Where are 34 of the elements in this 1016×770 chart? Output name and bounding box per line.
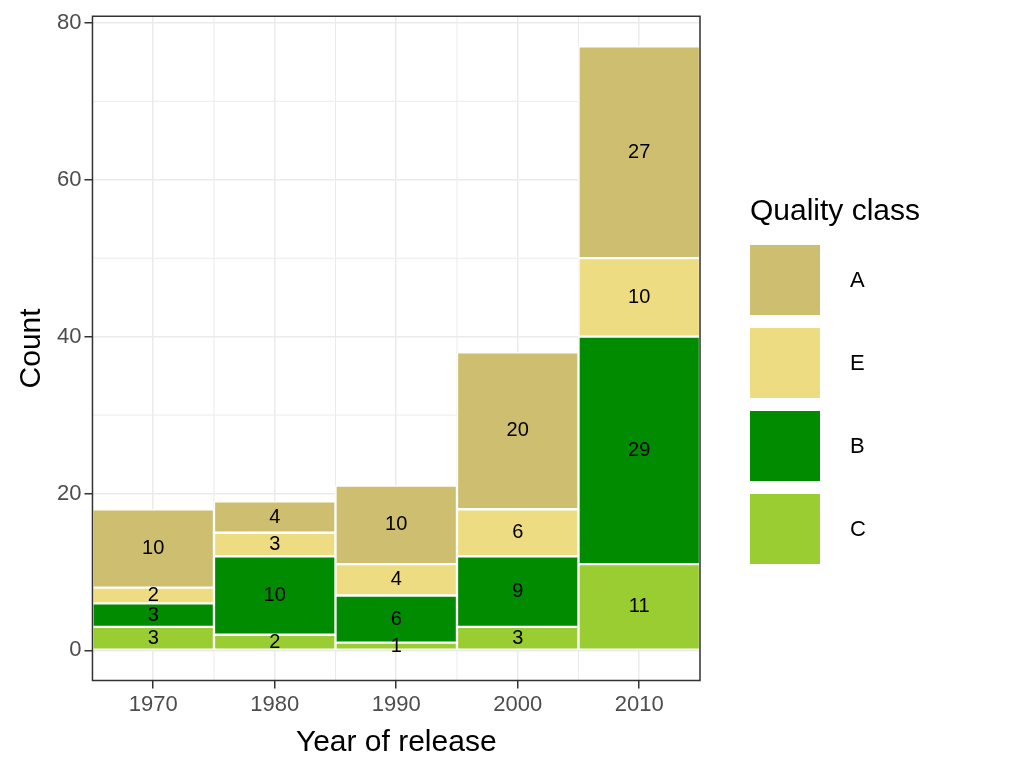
x-tick-label: 2010 [614, 690, 664, 716]
data-label: 27 [628, 139, 651, 162]
data-label: 4 [390, 567, 402, 590]
y-axis-title: Count [13, 307, 47, 389]
legend-title: Quality class [750, 193, 921, 227]
data-label: 3 [269, 532, 281, 555]
text: B [850, 433, 865, 459]
data-label: 4 [269, 504, 281, 527]
text: C [850, 516, 866, 542]
text: A [850, 267, 865, 293]
x-axis-title: Year of release [295, 724, 497, 758]
data-label: 6 [512, 520, 524, 543]
data-label: 10 [263, 583, 286, 606]
data-label: 3 [147, 625, 159, 648]
data-label: 10 [142, 535, 165, 558]
data-label: 9 [512, 579, 524, 602]
x-tick-label: 1990 [371, 690, 421, 716]
y-tick-label: 80 [56, 8, 82, 34]
data-label: 20 [506, 418, 529, 441]
data-label: 6 [390, 606, 402, 629]
data-label: 29 [628, 437, 651, 460]
data-label: 11 [628, 594, 650, 617]
x-tick-label: 1980 [250, 690, 300, 716]
data-label: 10 [628, 284, 651, 307]
text: E [850, 350, 865, 376]
y-tick-label: 20 [56, 479, 82, 505]
x-tick-label: 2000 [493, 690, 543, 716]
y-tick-label: 40 [56, 322, 82, 348]
y-tick-label: 60 [56, 165, 82, 191]
y-tick-label: 0 [69, 636, 82, 662]
data-label: 2 [269, 629, 281, 652]
x-tick-label: 1970 [128, 690, 178, 716]
data-label: 3 [512, 625, 524, 648]
data-label: 10 [385, 512, 408, 535]
